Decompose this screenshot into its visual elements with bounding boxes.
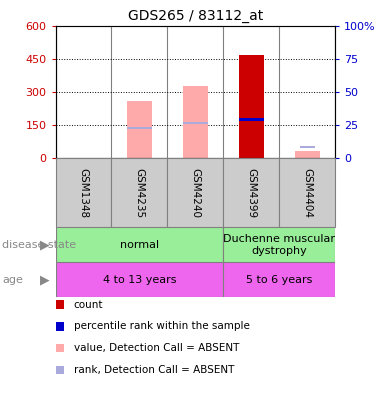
Bar (56, 158, 111, 227)
Bar (56, 262, 223, 297)
Text: ▶: ▶ (40, 273, 50, 286)
Bar (223, 227, 335, 262)
Text: disease state: disease state (2, 240, 76, 250)
Bar (183, 86, 208, 158)
Bar (223, 158, 279, 227)
Text: GSM4240: GSM4240 (190, 168, 200, 218)
Bar (183, 122, 208, 124)
Text: GSM1348: GSM1348 (79, 168, 88, 218)
Bar (239, 55, 264, 158)
Bar (239, 118, 264, 120)
Text: 5 to 6 years: 5 to 6 years (246, 274, 313, 285)
Text: GSM4404: GSM4404 (302, 168, 312, 218)
Text: GSM4235: GSM4235 (134, 168, 144, 218)
Text: ▶: ▶ (40, 238, 50, 251)
Bar (279, 158, 335, 227)
Text: 4 to 13 years: 4 to 13 years (103, 274, 176, 285)
Bar (223, 262, 335, 297)
Text: count: count (74, 300, 103, 310)
Bar (300, 146, 315, 148)
Text: age: age (2, 274, 23, 285)
Text: value, Detection Call = ABSENT: value, Detection Call = ABSENT (74, 343, 239, 353)
Bar (111, 158, 167, 227)
Bar (127, 127, 152, 129)
Bar (167, 158, 223, 227)
Text: rank, Detection Call = ABSENT: rank, Detection Call = ABSENT (74, 365, 234, 375)
Bar (295, 151, 320, 158)
Text: normal: normal (120, 240, 159, 250)
Bar (127, 101, 152, 158)
Bar (56, 227, 223, 262)
Text: percentile rank within the sample: percentile rank within the sample (74, 322, 249, 331)
Title: GDS265 / 83112_at: GDS265 / 83112_at (128, 10, 263, 23)
Text: Duchenne muscular
dystrophy: Duchenne muscular dystrophy (223, 234, 335, 255)
Text: GSM4399: GSM4399 (246, 168, 256, 218)
